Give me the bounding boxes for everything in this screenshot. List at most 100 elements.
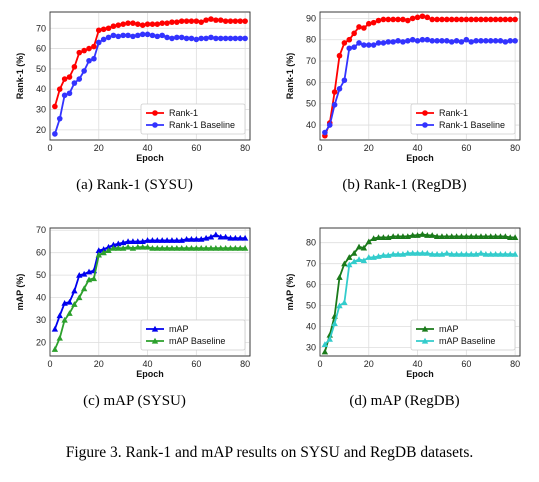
- chart-b-svg: 40 50 60 70 80 90 0 20 40 60 80 Epoch Rank-1 (%) Rank…: [285, 11, 521, 163]
- data-point: [66, 310, 73, 316]
- data-point: [56, 115, 63, 122]
- y-tick-label: 50: [306, 301, 316, 311]
- y-tick-label: 40: [306, 322, 316, 332]
- data-point: [76, 49, 83, 56]
- data-point: [483, 16, 489, 23]
- legend-marker: [422, 110, 428, 116]
- data-point: [419, 249, 426, 256]
- data-point: [468, 251, 475, 257]
- data-point: [409, 249, 416, 256]
- data-point: [331, 102, 338, 108]
- data-point: [202, 234, 210, 241]
- y-tick-label: 60: [306, 77, 316, 87]
- data-point: [409, 36, 416, 43]
- data-point: [472, 233, 480, 239]
- data-point: [443, 249, 451, 256]
- data-point: [100, 26, 107, 33]
- data-point: [424, 232, 431, 238]
- data-point: [351, 44, 357, 50]
- data-point: [193, 36, 200, 43]
- x-tick-label: 60: [191, 143, 201, 153]
- data-point: [222, 245, 229, 251]
- legend-entry-label: mAP Baseline: [169, 336, 225, 346]
- data-point: [193, 18, 200, 24]
- data-point: [380, 40, 387, 46]
- data-point: [385, 234, 392, 241]
- data-point: [404, 233, 412, 239]
- data-point: [203, 35, 209, 42]
- data-point: [61, 92, 68, 99]
- x-tick-label: 20: [364, 359, 374, 369]
- data-point: [213, 35, 219, 42]
- figure-caption: Figure 3. Rank-1 and mAP results on SYSU…: [65, 444, 474, 461]
- data-point: [400, 16, 406, 23]
- data-point: [385, 16, 392, 23]
- data-point: [90, 275, 98, 282]
- data-point: [95, 247, 102, 254]
- data-point: [163, 237, 171, 243]
- data-point: [512, 16, 518, 23]
- data-point: [110, 245, 117, 251]
- data-point: [385, 39, 392, 45]
- data-point: [375, 40, 382, 46]
- data-point: [149, 32, 156, 39]
- data-point: [188, 245, 195, 251]
- data-point: [169, 35, 175, 42]
- data-point: [183, 35, 190, 42]
- data-point: [453, 251, 460, 257]
- data-point: [124, 238, 132, 245]
- data-point: [212, 231, 220, 238]
- data-point: [207, 233, 215, 240]
- legend-marker: [421, 325, 429, 332]
- x-tick-label: 80: [240, 359, 250, 369]
- x-tick-label: 80: [240, 143, 250, 153]
- data-point: [414, 14, 421, 21]
- data-point: [159, 20, 165, 26]
- x-axis-label: Epoch: [136, 369, 164, 379]
- data-point: [502, 233, 509, 239]
- data-point: [139, 243, 146, 250]
- y-tick-label: 60: [36, 248, 46, 258]
- data-point: [370, 254, 377, 260]
- data-point: [453, 38, 460, 44]
- data-point: [346, 254, 353, 260]
- data-point: [444, 16, 450, 23]
- y-tick-label: 50: [36, 270, 46, 280]
- data-point: [370, 19, 377, 26]
- data-point: [164, 20, 170, 26]
- data-point: [71, 287, 78, 294]
- data-point: [120, 32, 126, 39]
- data-point: [341, 40, 348, 46]
- data-point: [468, 39, 475, 45]
- data-point: [232, 35, 239, 42]
- data-point: [154, 21, 161, 27]
- data-point: [91, 43, 97, 50]
- data-point: [217, 17, 224, 23]
- chart-d: 30 40 50 60 70 80 0 20 40 60 80 Epoch mAP (%) mAP mAP …: [270, 216, 539, 431]
- legend-entry-label: Rank-1: [439, 108, 468, 118]
- data-point: [419, 13, 426, 20]
- data-point: [492, 16, 499, 23]
- data-point: [350, 249, 358, 256]
- data-point: [105, 25, 112, 32]
- data-point: [173, 237, 181, 243]
- data-point: [139, 22, 146, 29]
- series-line-2: [324, 252, 516, 346]
- data-point: [361, 42, 367, 48]
- y-tick-label: 50: [306, 99, 316, 109]
- data-point: [478, 38, 484, 44]
- data-point: [321, 341, 329, 348]
- data-point: [507, 38, 514, 44]
- data-point: [497, 233, 504, 239]
- data-point: [444, 38, 450, 44]
- subcaption-a: (a) Rank-1 (SYSU): [76, 177, 193, 193]
- data-point: [399, 233, 407, 239]
- data-point: [130, 20, 136, 26]
- data-point: [356, 40, 362, 46]
- data-point: [208, 16, 214, 22]
- data-point: [105, 247, 112, 254]
- data-point: [473, 16, 479, 23]
- data-point: [458, 16, 465, 23]
- data-point: [188, 18, 195, 24]
- data-point: [336, 86, 343, 92]
